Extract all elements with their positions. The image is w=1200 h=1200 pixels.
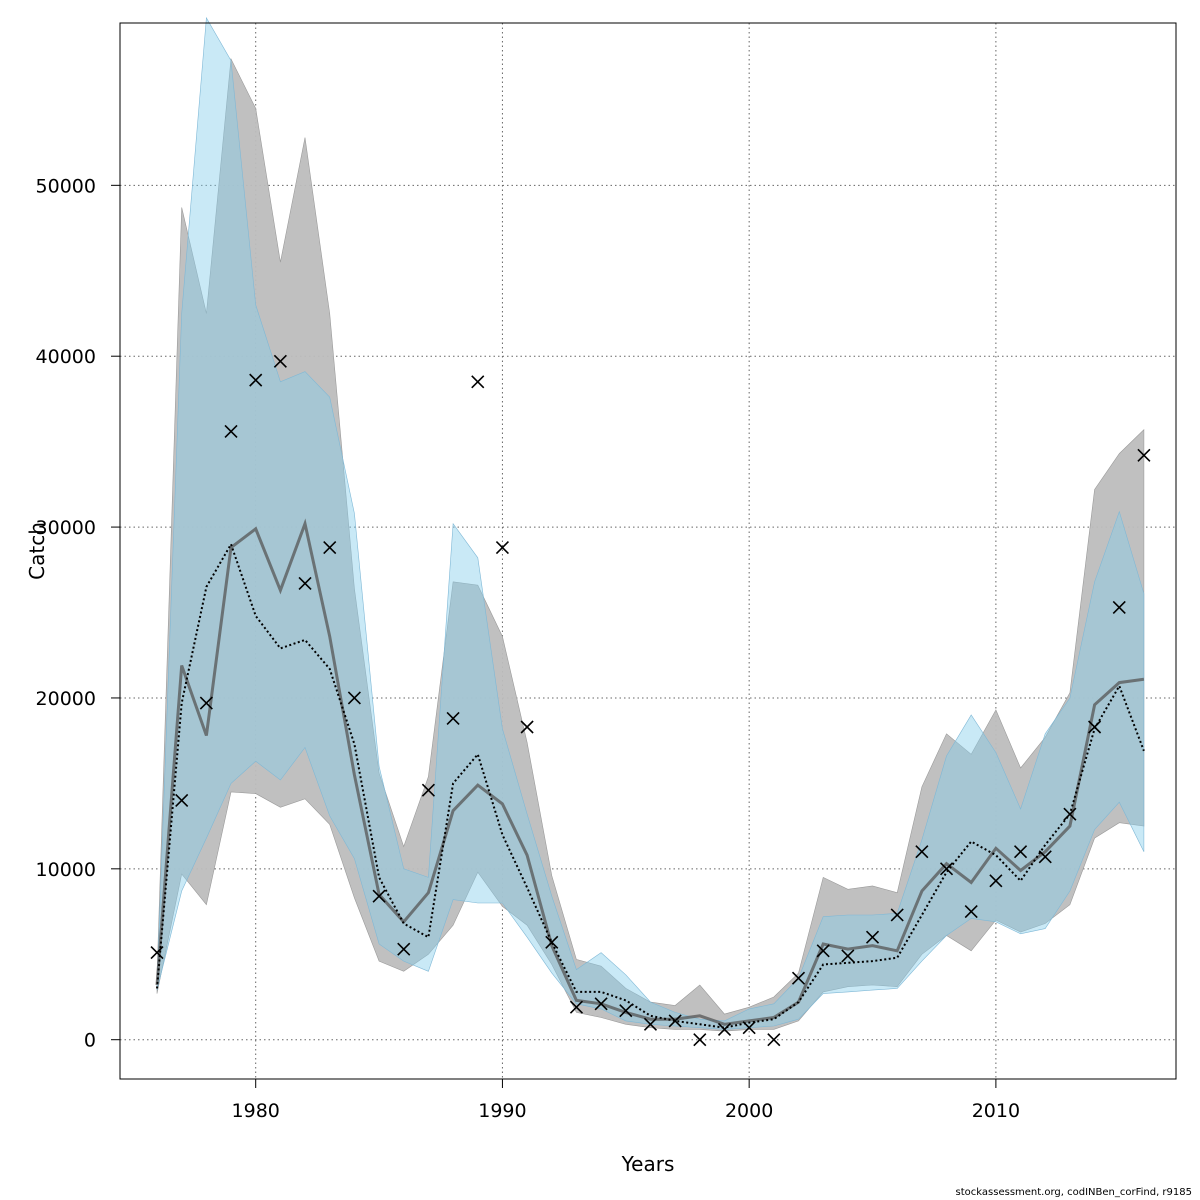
- confidence-band-blue: [156, 16, 1145, 1030]
- observed-point: [668, 1014, 682, 1028]
- y-tick-label: 30000: [36, 517, 96, 539]
- y-tick-label: 50000: [36, 175, 96, 197]
- estimate-lines: [155, 518, 1145, 1029]
- observed-point: [1038, 850, 1052, 864]
- observed-point: [224, 424, 238, 438]
- x-tick-label: 2000: [725, 1100, 773, 1122]
- observed-point: [298, 576, 312, 591]
- observed-point: [791, 971, 806, 985]
- observed-point: [693, 1033, 707, 1047]
- x-tick-label: 1990: [478, 1100, 526, 1122]
- observed-point: [594, 997, 608, 1011]
- observed-point: [1063, 807, 1077, 821]
- observed-point: [890, 908, 904, 922]
- observed-point: [865, 930, 880, 944]
- observed-point: [619, 1004, 633, 1018]
- estimate-line-solid: [155, 518, 1145, 1026]
- observed-point: [767, 1033, 781, 1047]
- observed-point: [520, 720, 534, 734]
- observed-point: [273, 354, 287, 368]
- plot-frame: [119, 22, 1177, 1080]
- observed-point: [915, 845, 929, 859]
- observed-point: [199, 696, 213, 710]
- observed-point: [816, 944, 830, 958]
- observed-point: [939, 862, 954, 876]
- observed-point: [964, 904, 978, 919]
- observed-point: [841, 949, 855, 963]
- observed-point: [150, 945, 164, 960]
- observed-point: [1088, 720, 1102, 734]
- observed-point: [446, 711, 460, 726]
- footer-credit: stockassessment.org, codINBen_corFind, r…: [955, 1187, 1192, 1198]
- observed-point: [742, 1021, 756, 1035]
- observed-markers: [150, 354, 1151, 1047]
- observed-point: [175, 793, 189, 808]
- observed-point: [989, 874, 1003, 888]
- y-tick-label: 40000: [36, 346, 96, 368]
- y-tick-label: 10000: [36, 859, 96, 881]
- y-tick-label: 20000: [36, 688, 96, 710]
- y-axis-title: Catch: [25, 522, 49, 580]
- observed-point: [569, 1000, 584, 1014]
- x-axis-title: Years: [621, 1152, 675, 1176]
- observed-point: [397, 942, 411, 956]
- x-tick-label: 1980: [232, 1100, 280, 1122]
- observed-point: [1137, 448, 1151, 462]
- observed-point: [249, 373, 263, 387]
- y-tick-label: 0: [84, 1030, 96, 1052]
- x-tick-label: 2010: [972, 1100, 1020, 1122]
- observed-point: [717, 1022, 732, 1037]
- observed-point: [471, 375, 485, 389]
- confidence-bands: [156, 16, 1145, 1032]
- observed-point: [372, 889, 386, 903]
- observed-point: [1112, 600, 1126, 614]
- observed-point: [1013, 845, 1028, 859]
- observed-point: [495, 541, 509, 555]
- observed-point: [643, 1017, 658, 1031]
- observed-point: [545, 935, 559, 949]
- observed-point: [347, 691, 361, 705]
- axes: 1980 1990 2000 2010 0 10000 20000 30000 40000 500…: [36, 175, 1021, 1122]
- estimate-line-dotted: [156, 541, 1145, 1029]
- observed-point: [421, 783, 435, 797]
- observed-point: [323, 541, 337, 555]
